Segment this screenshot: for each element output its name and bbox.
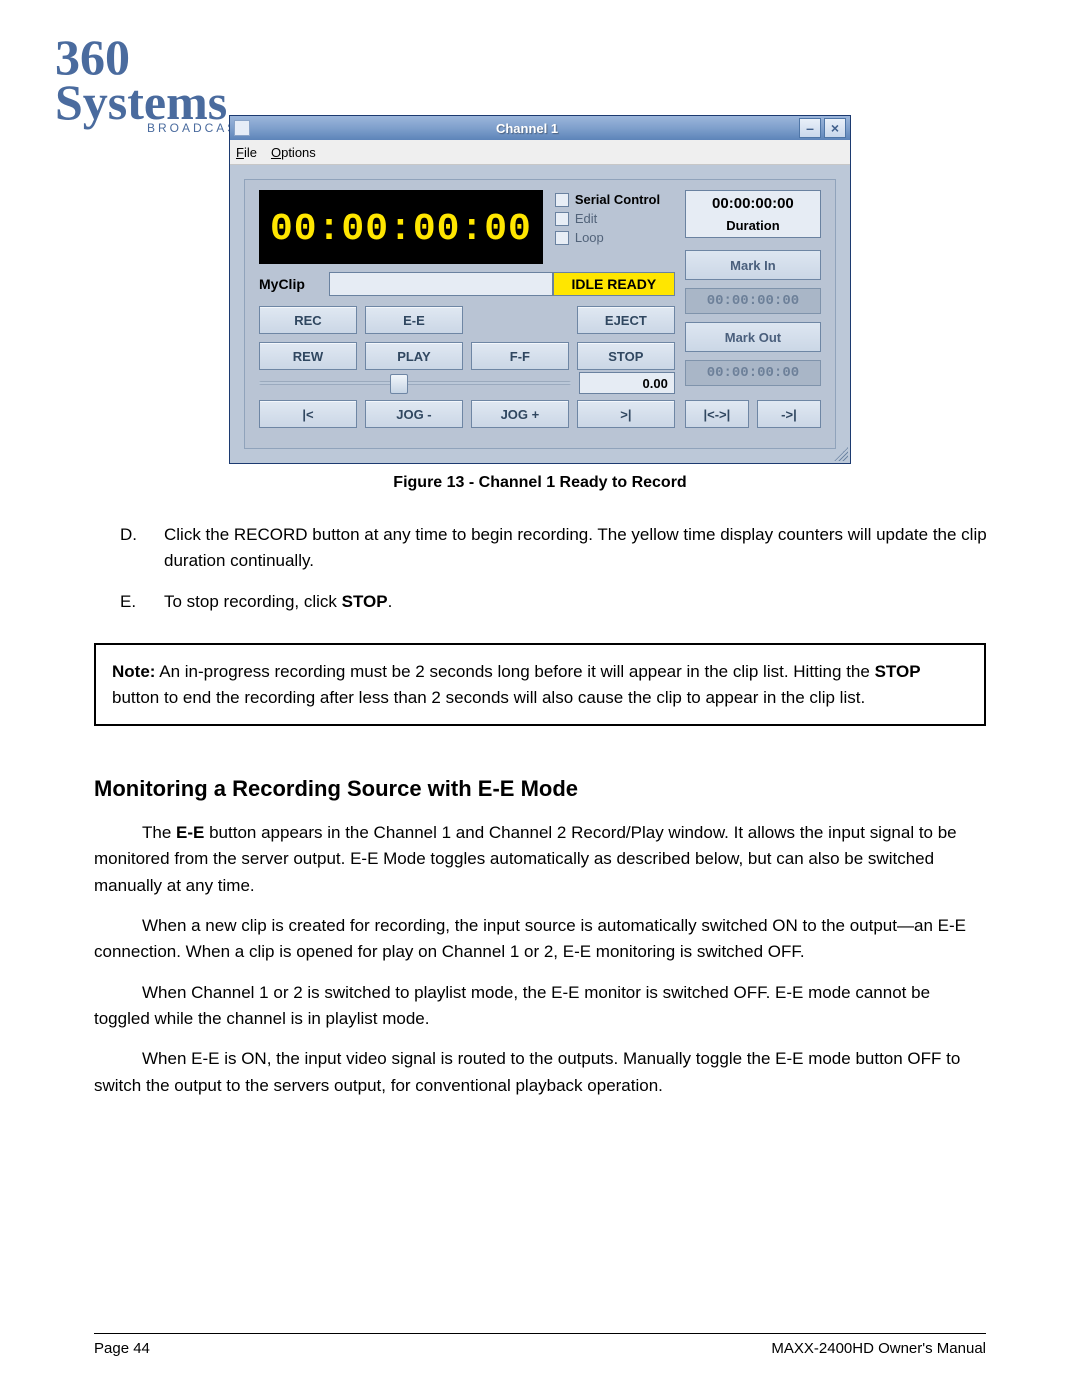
timecode-display: 00:00:00:00 <box>259 190 543 264</box>
serial-control-label: Serial Control <box>575 192 660 207</box>
mark-out-button[interactable]: Mark Out <box>685 322 821 352</box>
menu-options[interactable]: Options <box>271 145 316 160</box>
goto-end-button[interactable]: >| <box>577 400 675 428</box>
logo-script: 360 Systems <box>55 35 265 125</box>
rew-button[interactable]: REW <box>259 342 357 370</box>
mark-out-time: 00:00:00:00 <box>685 360 821 386</box>
loop-checkbox[interactable] <box>555 231 569 245</box>
stop-button[interactable]: STOP <box>577 342 675 370</box>
clip-name-label: MyClip <box>259 272 329 296</box>
mark-in-button[interactable]: Mark In <box>685 250 821 280</box>
goto-start-button[interactable]: |< <box>259 400 357 428</box>
eject-button[interactable]: EJECT <box>577 306 675 334</box>
para-2: When a new clip is created for recording… <box>94 913 986 966</box>
figure-caption: Figure 13 - Channel 1 Ready to Record <box>80 474 1000 492</box>
play-button[interactable]: PLAY <box>365 342 463 370</box>
instruction-list: D. Click the RECORD button at any time t… <box>120 522 1000 615</box>
close-button[interactable]: × <box>824 118 846 138</box>
ff-button[interactable]: F-F <box>471 342 569 370</box>
edit-label: Edit <box>575 211 597 226</box>
window-titlebar: Channel 1 – × <box>230 116 850 140</box>
footer-page: Page 44 <box>94 1340 150 1357</box>
step-d-text: Click the RECORD button at any time to b… <box>164 522 1000 575</box>
jog-slider-thumb[interactable] <box>390 374 408 394</box>
duration-label: Duration <box>686 218 820 233</box>
section-heading: Monitoring a Recording Source with E-E M… <box>94 776 1000 802</box>
screenshot-channel1: Channel 1 – × File Options 00:00:00:00 <box>229 115 851 464</box>
step-d-marker: D. <box>120 522 164 575</box>
speed-value: 0.00 <box>579 372 675 394</box>
edit-checkbox[interactable] <box>555 212 569 226</box>
step-e: E. To stop recording, click STOP. <box>120 589 1000 615</box>
step-d: D. Click the RECORD button at any time t… <box>120 522 1000 575</box>
footer-rule <box>94 1333 986 1334</box>
resize-grip-icon[interactable] <box>834 447 848 461</box>
duration-box: 00:00:00:00 Duration <box>685 190 821 238</box>
para-3: When Channel 1 or 2 is switched to playl… <box>94 980 986 1033</box>
menu-bar: File Options <box>230 140 850 165</box>
note-label: Note: <box>112 662 155 681</box>
para-4: When E-E is ON, the input video signal i… <box>94 1046 986 1099</box>
clip-name-field[interactable] <box>329 272 553 296</box>
window-icon <box>234 120 250 136</box>
page-footer: Page 44 MAXX-2400HD Owner's Manual <box>94 1340 986 1357</box>
para-1: The E-E button appears in the Channel 1 … <box>94 820 986 899</box>
loop-label: Loop <box>575 230 604 245</box>
duration-time: 00:00:00:00 <box>686 195 820 212</box>
status-field: IDLE READY <box>553 272 675 296</box>
minimize-button[interactable]: – <box>799 118 821 138</box>
jog-minus-button[interactable]: JOG - <box>365 400 463 428</box>
step-e-marker: E. <box>120 589 164 615</box>
mark-in-time: 00:00:00:00 <box>685 288 821 314</box>
ee-button[interactable]: E-E <box>365 306 463 334</box>
note-box: Note: An in-progress recording must be 2… <box>94 643 986 726</box>
rec-button[interactable]: REC <box>259 306 357 334</box>
window-title: Channel 1 <box>258 121 796 136</box>
footer-doc: MAXX-2400HD Owner's Manual <box>771 1340 986 1357</box>
selection-play-button[interactable]: |<->| <box>685 400 749 428</box>
jog-plus-button[interactable]: JOG + <box>471 400 569 428</box>
serial-control-checkbox[interactable] <box>555 193 569 207</box>
menu-file[interactable]: File <box>236 145 257 160</box>
serial-control-group: Serial Control Edit Loop <box>555 190 675 245</box>
step-e-text: To stop recording, click STOP. <box>164 589 1000 615</box>
jog-slider[interactable] <box>259 374 571 392</box>
play-from-button[interactable]: ->| <box>757 400 821 428</box>
